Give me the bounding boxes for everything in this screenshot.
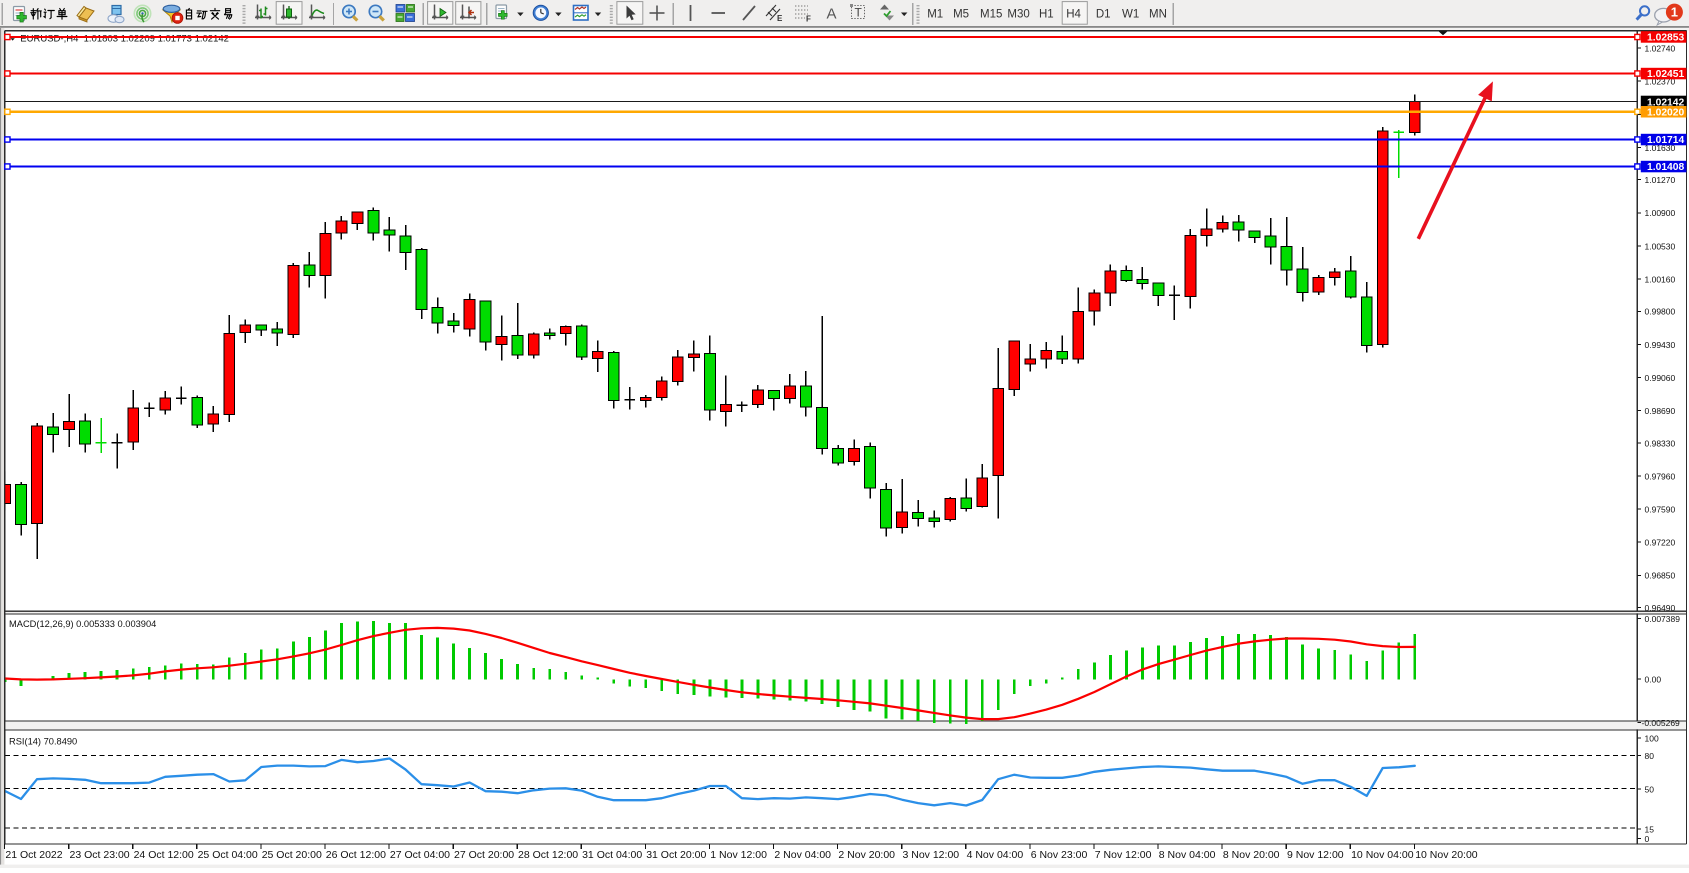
svg-text:RSI(14) 70.8490: RSI(14) 70.8490 [9, 736, 77, 746]
svg-text:0.97220: 0.97220 [1645, 538, 1676, 548]
svg-text:1.01714: 1.01714 [1647, 135, 1684, 146]
svg-text:1.01270: 1.01270 [1645, 175, 1676, 185]
svg-text:M30: M30 [1007, 9, 1029, 21]
svg-text:26 Oct 12:00: 26 Oct 12:00 [326, 849, 386, 861]
svg-text:0.99800: 0.99800 [1645, 307, 1676, 317]
svg-text:0.97960: 0.97960 [1645, 471, 1676, 481]
svg-text:3 Nov 12:00: 3 Nov 12:00 [903, 849, 960, 861]
svg-text:1.00900: 1.00900 [1645, 208, 1676, 218]
svg-text:-0.005269: -0.005269 [1642, 718, 1681, 728]
svg-text:8 Nov 20:00: 8 Nov 20:00 [1223, 849, 1280, 861]
svg-text:0.96490: 0.96490 [1645, 603, 1676, 613]
svg-text:0.98330: 0.98330 [1645, 438, 1676, 448]
svg-text:23 Oct 23:00: 23 Oct 23:00 [70, 849, 130, 861]
svg-text:M15: M15 [980, 9, 1002, 21]
svg-text:M1: M1 [927, 9, 943, 21]
svg-text:A: A [827, 6, 837, 23]
svg-text:80: 80 [1645, 751, 1655, 761]
svg-text:EURUSD-,H4 1.01803 1.02209 1.: EURUSD-,H4 1.01803 1.02209 1.01773 1.021… [20, 33, 229, 44]
svg-text:1.02451: 1.02451 [1647, 69, 1684, 80]
svg-text:W1: W1 [1122, 9, 1139, 21]
svg-text:D1: D1 [1096, 9, 1111, 21]
svg-text:F: F [806, 15, 811, 24]
svg-text:27 Oct 04:00: 27 Oct 04:00 [390, 849, 450, 861]
svg-text:25 Oct 20:00: 25 Oct 20:00 [262, 849, 322, 861]
svg-text:2 Nov 04:00: 2 Nov 04:00 [774, 849, 831, 861]
svg-text:1.02020: 1.02020 [1647, 107, 1684, 118]
svg-text:MACD(12,26,9) 0.005333 0.00390: MACD(12,26,9) 0.005333 0.003904 [9, 619, 156, 629]
svg-text:E: E [777, 14, 783, 23]
svg-text:10 Nov 04:00: 10 Nov 04:00 [1351, 849, 1414, 861]
svg-text:0.00: 0.00 [1645, 674, 1662, 684]
svg-text:9 Nov 12:00: 9 Nov 12:00 [1287, 849, 1344, 861]
svg-text:MN: MN [1149, 9, 1167, 21]
svg-text:28 Oct 12:00: 28 Oct 12:00 [518, 849, 578, 861]
svg-text:21 Oct 2022: 21 Oct 2022 [5, 849, 62, 861]
svg-text:H4: H4 [1066, 9, 1081, 21]
svg-text:0: 0 [1645, 834, 1650, 844]
svg-text:24 Oct 12:00: 24 Oct 12:00 [134, 849, 194, 861]
svg-text:25 Oct 04:00: 25 Oct 04:00 [198, 849, 258, 861]
svg-text:15: 15 [1645, 825, 1655, 835]
svg-text:0.99060: 0.99060 [1645, 373, 1676, 383]
svg-text:8 Nov 04:00: 8 Nov 04:00 [1159, 849, 1216, 861]
svg-text:7 Nov 12:00: 7 Nov 12:00 [1095, 849, 1152, 861]
svg-text:2 Nov 20:00: 2 Nov 20:00 [838, 849, 895, 861]
svg-text:H1: H1 [1039, 9, 1054, 21]
svg-text:0.007389: 0.007389 [1645, 614, 1681, 624]
svg-text:31 Oct 20:00: 31 Oct 20:00 [646, 849, 706, 861]
svg-text:1.02853: 1.02853 [1647, 33, 1684, 44]
svg-text:M5: M5 [953, 9, 969, 21]
svg-text:0.99430: 0.99430 [1645, 340, 1676, 350]
svg-text:6 Nov 23:00: 6 Nov 23:00 [1031, 849, 1088, 861]
svg-text:31 Oct 04:00: 31 Oct 04:00 [582, 849, 642, 861]
svg-text:4 Nov 04:00: 4 Nov 04:00 [967, 849, 1024, 861]
svg-text:1 Nov 12:00: 1 Nov 12:00 [710, 849, 767, 861]
svg-text:1.01408: 1.01408 [1647, 162, 1684, 173]
svg-text:1.00160: 1.00160 [1645, 274, 1676, 284]
svg-text:27 Oct 20:00: 27 Oct 20:00 [454, 849, 514, 861]
svg-text:1: 1 [1671, 5, 1678, 20]
svg-text:1.02740: 1.02740 [1645, 43, 1676, 53]
svg-text:1.02142: 1.02142 [1647, 97, 1684, 108]
svg-text:1.00530: 1.00530 [1645, 241, 1676, 251]
svg-text:100: 100 [1645, 734, 1659, 744]
svg-text:0.97590: 0.97590 [1645, 505, 1676, 515]
svg-text:10 Nov 20:00: 10 Nov 20:00 [1415, 849, 1478, 861]
svg-text:0.98690: 0.98690 [1645, 406, 1676, 416]
svg-text:1.02370: 1.02370 [1645, 77, 1676, 87]
svg-text:T: T [855, 6, 863, 20]
svg-text:1.01630: 1.01630 [1645, 143, 1676, 153]
svg-text:50: 50 [1645, 785, 1655, 795]
svg-text:0.96850: 0.96850 [1645, 571, 1676, 581]
